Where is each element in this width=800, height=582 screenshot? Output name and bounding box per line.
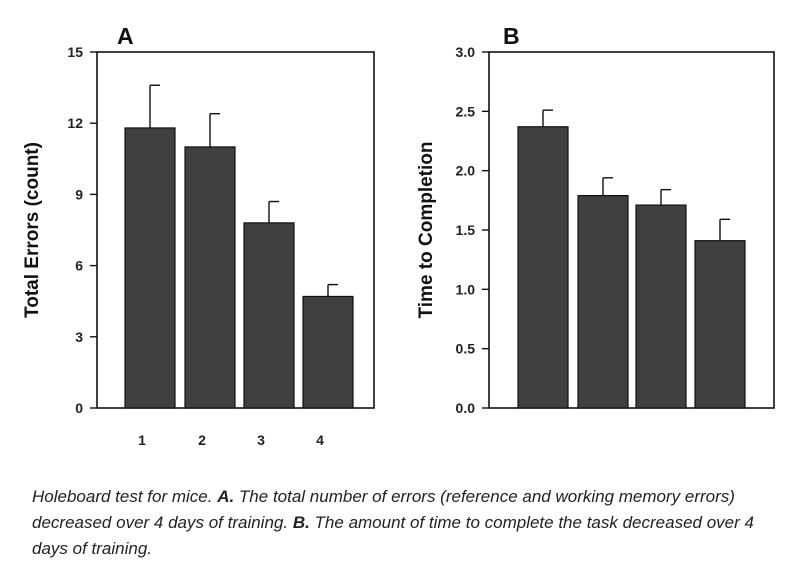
- panel-b-y-tick-label: 0.5: [456, 341, 476, 357]
- panel-a-y-tick-label: 15: [67, 44, 83, 60]
- figure-caption: Holeboard test for mice. A. The total nu…: [32, 484, 782, 562]
- caption-b-label: B.: [292, 513, 310, 532]
- panel-a-x-tick-label: 2: [198, 432, 206, 448]
- caption-b-text: The amount of time to complete the task …: [32, 513, 754, 558]
- panel-b-y-tick-label: 2.0: [456, 163, 476, 179]
- panel-a-bar: [302, 295, 354, 409]
- panel-b-y-tick-label: 3.0: [456, 44, 476, 60]
- panel-b-bar: [694, 240, 746, 409]
- panel-a-y-tick-label: 6: [75, 258, 83, 274]
- panel-b-label: B: [503, 23, 520, 49]
- panel-a-y-tick-label: 0: [75, 400, 83, 416]
- panel-b-y-tick-label: 2.5: [456, 103, 476, 119]
- panel-a-bar: [243, 222, 295, 409]
- panel-b-bar: [517, 126, 569, 409]
- panel-b-bar: [577, 194, 629, 409]
- caption-a-text: The total number of errors (reference an…: [32, 487, 735, 532]
- panel-a-y-tick-label: 12: [67, 115, 83, 131]
- panel-a-bar: [184, 146, 236, 409]
- panel-b-y-tick-label: 1.0: [456, 281, 476, 297]
- panel-b-y-tick-label: 0.0: [456, 400, 476, 416]
- panel-a-x-tick-label: 1: [138, 432, 146, 448]
- caption-intro: Holeboard test for mice.: [32, 487, 218, 506]
- panel-a-y-tick-label: 3: [75, 329, 83, 345]
- panel-b-bar: [635, 204, 687, 409]
- panel-a-x-tick-label: 4: [316, 432, 324, 448]
- panel-a-y-axis-label: Total Errors (count): [22, 142, 43, 318]
- panel-a-x-tick-label: 3: [257, 432, 265, 448]
- caption-a-label: A.: [217, 487, 235, 506]
- panel-b-chart: 0.0 0.5 1.0 1.5 2.0 2.5 3.0 Time to Completion B: [416, 23, 775, 416]
- panel-a-bar: [124, 127, 176, 409]
- panel-b-y-tick-label: 1.5: [456, 222, 476, 238]
- panel-a-y-tick-label: 9: [75, 186, 83, 202]
- panel-a-label: A: [117, 23, 134, 49]
- panel-b-y-axis-label: Time to Completion: [416, 142, 437, 319]
